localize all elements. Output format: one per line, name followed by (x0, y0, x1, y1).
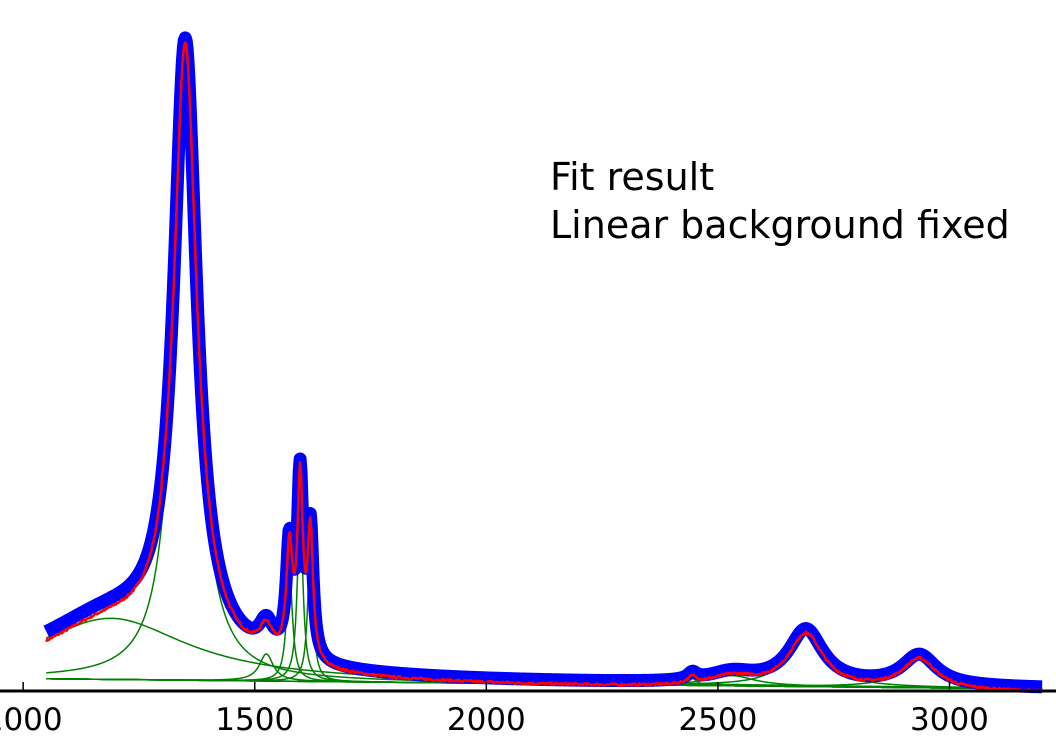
x-tick-label-2500: 2500 (678, 702, 757, 738)
x-tick-label-2000: 2000 (447, 702, 526, 738)
annotation-fit-result: Fit result (550, 155, 714, 199)
x-tick-label-1000: 1000 (0, 702, 63, 738)
x-axis-ticks: 1000 1500 2000 2500 3000 (0, 682, 989, 738)
data-series-line (45, 41, 1043, 693)
annotation-linear-background: Linear background fixed (550, 203, 1010, 247)
x-tick-label-1500: 1500 (215, 702, 294, 738)
x-tick-label-3000: 3000 (910, 702, 989, 738)
fit-series-line (40, 31, 1048, 694)
component-peak-5 (46, 504, 1043, 690)
